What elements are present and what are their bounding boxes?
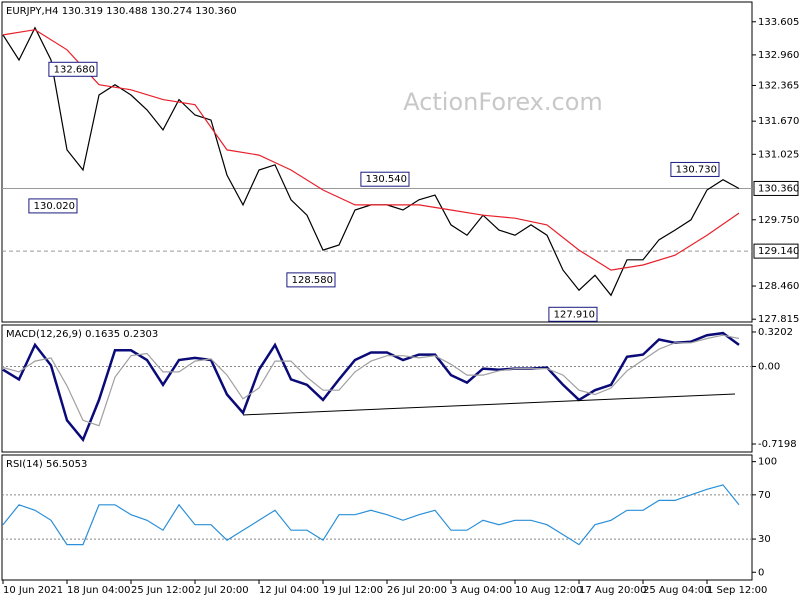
price-label: 130.360 (758, 183, 799, 194)
annotation-box (28, 198, 78, 214)
price-label-box (753, 243, 799, 259)
series-line (2, 29, 740, 271)
annotation-box (670, 161, 720, 177)
y-tick-label: 0.3202 (758, 327, 793, 338)
annotation-label: 130.730 (676, 164, 717, 175)
y-tick-label: 70 (758, 490, 771, 501)
y-tick-label: 129.750 (758, 215, 799, 226)
annotation-label: 130.540 (366, 174, 407, 185)
x-tick-label: 10 Jun 2021 (3, 585, 63, 596)
x-tick-label: 2 Jul 20:00 (195, 585, 249, 596)
y-tick-label: 0 (758, 567, 764, 578)
annotation-box (48, 61, 98, 77)
x-tick-label: 3 Aug 04:00 (451, 585, 512, 596)
price-label: 129.140 (758, 246, 799, 257)
y-tick-label: 100 (758, 457, 777, 468)
annotation-label: 130.020 (34, 201, 75, 212)
x-tick-label: 18 Jun 04:00 (67, 585, 131, 596)
annotation-box (548, 306, 598, 322)
price-label-box (753, 180, 799, 196)
panel-title: EURJPY,H4 130.319 130.488 130.274 130.36… (6, 6, 237, 17)
panel-frame (1, 324, 753, 453)
series-line (2, 334, 740, 427)
annotation-box (286, 272, 336, 288)
series-line (2, 484, 740, 546)
y-tick-label: 131.670 (758, 116, 799, 127)
x-tick-label: 26 Jul 20:00 (387, 585, 447, 596)
annotation-label: 127.910 (554, 309, 595, 320)
annotation-label: 128.580 (292, 275, 333, 286)
trendline (242, 393, 736, 416)
y-tick-label: 133.605 (758, 17, 799, 28)
x-tick-label: 1 Sep 12:00 (707, 585, 767, 596)
y-tick-label: 131.025 (758, 149, 799, 160)
x-tick-label: 19 Jul 12:00 (323, 585, 383, 596)
x-tick-label: 12 Jul 04:00 (259, 585, 319, 596)
y-tick-label: 127.815 (758, 314, 799, 325)
annotation-label: 132.680 (54, 64, 95, 75)
panel-title: RSI(14) 56.5053 (6, 459, 87, 470)
annotation-box (360, 171, 410, 187)
x-tick-label: 25 Aug 04:00 (643, 585, 710, 596)
y-tick-label: -0.7198 (758, 439, 797, 450)
panel-frame (1, 454, 753, 581)
y-tick-label: 0.00 (758, 361, 780, 372)
watermark: ActionForex.com (403, 88, 603, 116)
panel-title: MACD(12,26,9) 0.1635 0.2303 (6, 329, 158, 340)
x-tick-label: 25 Jun 12:00 (131, 585, 195, 596)
y-tick-label: 132.365 (758, 80, 799, 91)
y-tick-label: 132.960 (758, 50, 799, 61)
y-tick-label: 30 (758, 534, 771, 545)
series-line (2, 331, 740, 443)
x-tick-label: 10 Aug 12:00 (515, 585, 582, 596)
x-tick-label: 17 Aug 20:00 (579, 585, 646, 596)
y-tick-label: 128.460 (758, 281, 799, 292)
panel-frame (1, 1, 753, 323)
